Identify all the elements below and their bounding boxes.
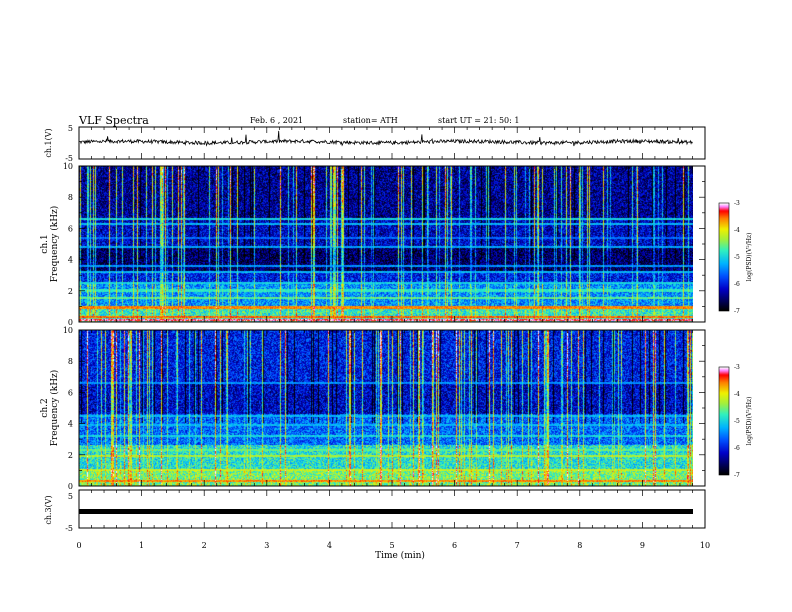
x-axis-label: Time (min) [375,550,425,561]
y-tick-label: 4 [68,256,73,265]
ch2-colorbar-frame [718,366,730,476]
ch3-ytick-top: 5 [68,492,73,501]
x-tick-label: 8 [577,541,582,550]
ch1-waveform-panel: 5 -5 ch.1(V) [44,124,706,163]
ch2-colorbar-tick-labels: -3 -4 -5 -6 -7 [734,364,740,479]
y-tick-label: 8 [68,357,73,366]
ch1-ytick-bottom: -5 [65,154,73,163]
y-tick-label: 6 [68,224,73,233]
x-tick-label: 2 [202,541,207,550]
ch3-ticks [78,490,706,528]
ch1-spectrogram-ylabel-channel: ch.1 [40,234,50,253]
ch1-colorbar: -3 -4 -5 -6 -7 log(PSD)(V²/Hz) [718,200,753,315]
ch2-spectrogram-ticks [78,329,706,487]
x-tick-label: 9 [640,541,645,550]
ch1-spectrogram-ylabel: Frequency (kHz) [49,206,60,283]
ch1-waveform-line [79,130,693,147]
ch2-colorbar-gradient [719,367,729,475]
ch3-waveform-panel: 5 -5 ch.3(V) [44,489,706,533]
ch1-spectrogram-image [79,166,693,322]
x-tick-label: 4 [327,541,332,550]
ch3-ytick-bottom: -5 [65,524,73,533]
ch1-colorbar-tick-labels: -3 -4 -5 -6 -7 [734,200,740,315]
colorbar-tick-label: -7 [734,472,740,479]
ch1-spectrogram-ticks [78,165,706,323]
x-tick-label: 3 [264,541,269,550]
x-tick-label: 7 [515,541,520,550]
ch1-ytick-top: 5 [68,124,73,133]
figure-title: VLF Spectra [78,114,149,127]
y-tick-label: 6 [68,388,73,397]
ch1-ylabel: ch.1(V) [44,128,53,157]
ch2-colorbar: -3 -4 -5 -6 -7 log(PSD)(V²/Hz) [718,364,753,479]
colorbar-tick-label: -5 [734,254,740,261]
date-label: Feb. 6 , 2021 [250,116,303,125]
colorbar-tick-label: -6 [734,281,740,288]
x-axis-tick-labels: 0 1 2 3 4 5 6 7 8 9 10 [76,541,710,550]
ch3-ylabel: ch.3(V) [44,495,53,524]
x-tick-label: 1 [139,541,144,550]
x-tick-label: 5 [389,541,394,550]
colorbar-tick-label: -5 [734,418,740,425]
x-tick-label: 6 [452,541,457,550]
ch1-colorbar-gradient [719,203,729,311]
ch2-spectrogram-ylabel-channel: ch.2 [40,398,50,417]
x-tick-label: 10 [700,541,710,550]
colorbar-tick-label: -3 [734,364,740,371]
y-tick-label: 2 [68,287,73,296]
station-label: station= ATH [343,116,398,125]
x-tick-label: 0 [76,541,81,550]
y-tick-label: 10 [63,162,73,171]
y-tick-label: 4 [68,420,73,429]
ch2-colorbar-label: log(PSD)(V²/Hz) [746,397,753,446]
ch1-ticks [78,127,706,159]
ch2-spectrogram-panel: 0 2 4 6 8 10 ch.2 Frequency (kHz) [40,326,706,491]
y-tick-label: 8 [68,193,73,202]
y-tick-label: 10 [63,326,73,335]
ch2-spectrogram-ylabel: Frequency (kHz) [49,370,60,447]
ch1-colorbar-label: log(PSD)(V²/Hz) [746,233,753,282]
y-tick-label: 0 [68,482,73,491]
ch2-spectrogram-ytick-labels: 0 2 4 6 8 10 [63,326,73,491]
y-tick-label: 0 [68,318,73,327]
y-tick-label: 2 [68,451,73,460]
colorbar-tick-label: -7 [734,308,740,315]
colorbar-tick-label: -4 [734,227,740,234]
colorbar-tick-label: -4 [734,391,740,398]
ch1-spectrogram-panel: 0 2 4 6 8 10 ch.1 Frequency (kHz) [40,162,706,327]
colorbar-tick-label: -3 [734,200,740,207]
colorbar-tick-label: -6 [734,445,740,452]
ch1-colorbar-frame [718,202,730,312]
ch1-spectrogram-ytick-labels: 0 2 4 6 8 10 [63,162,73,327]
ch2-spectrogram-image [79,330,693,486]
start-time-label: start UT = 21: 50: 1 [438,116,519,125]
ch3-waveform-line [79,509,693,514]
